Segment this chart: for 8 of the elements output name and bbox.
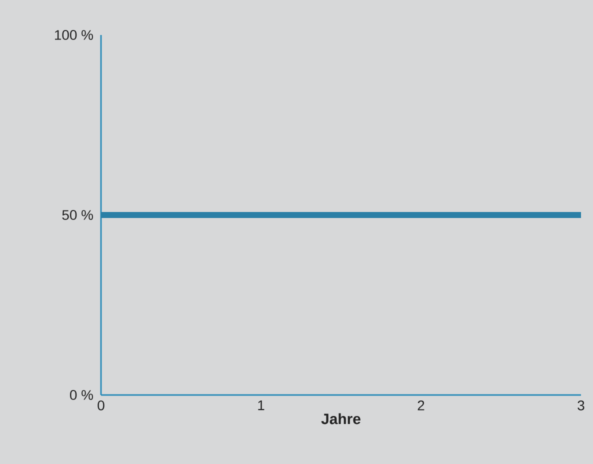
x-tick-label: 1 (258, 400, 264, 410)
x-tick-label: 3 (578, 400, 584, 410)
x-tick-label: 0 (98, 400, 104, 410)
y-tick-label: 100 % (55, 30, 93, 40)
x-tick-label: 2 (418, 400, 424, 410)
y-tick-label: 0 % (70, 390, 93, 400)
x-axis-title: Jahre (321, 413, 360, 424)
y-tick-label: 50 % (62, 210, 93, 220)
